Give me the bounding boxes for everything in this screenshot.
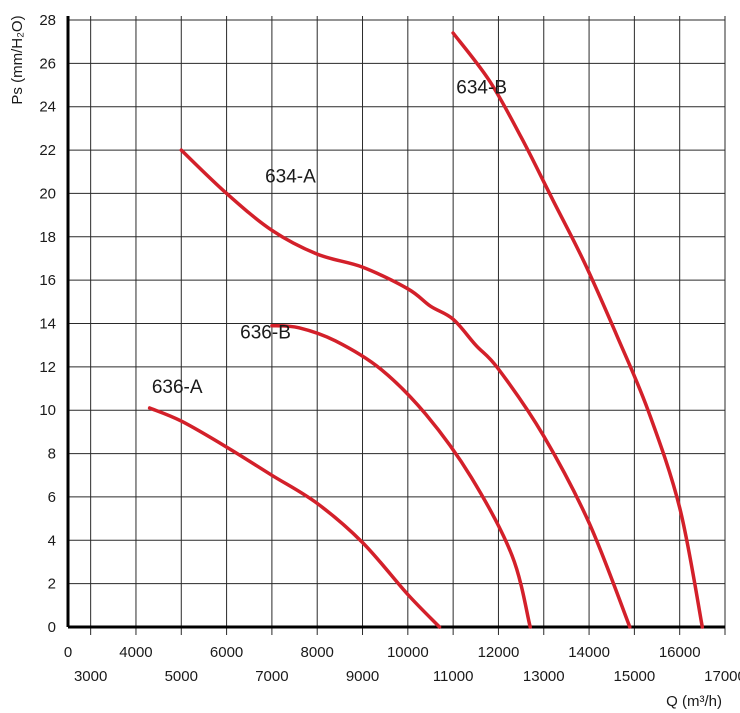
curve-label-636-b: 636-B [240,323,291,344]
x-tick-label-upper: 8000 [301,644,334,661]
x-tick-label-upper: 14000 [568,644,610,661]
y-tick-label: 6 [48,489,56,506]
y-tick-label: 18 [39,229,56,246]
y-tick-label: 24 [39,99,56,116]
y-tick-label: 22 [39,142,56,159]
grid [68,16,726,635]
x-tick-label-lower: 3000 [74,668,107,685]
x-tick-labels: 0 4000 6000 8000 10000 12000 14000 16000 3000 500… [64,644,740,685]
curve-634-b [451,31,705,629]
x-tick-label-upper: 0 [64,644,72,661]
y-tick-label: 16 [39,272,56,289]
y-axis-title: Ps (mm/H₂O) [9,15,26,104]
axes [66,16,725,629]
y-tick-label: 10 [39,402,56,419]
curve-636-a [147,406,442,629]
x-tick-label-lower: 5000 [165,668,198,685]
x-tick-label-lower: 9000 [346,668,379,685]
x-tick-label-upper: 16000 [659,644,701,661]
x-tick-label-upper: 12000 [478,644,520,661]
curve-label-634-b: 634-B [456,78,507,99]
curve-634-a [179,148,632,629]
curve-label-634-a: 634-A [265,167,316,188]
x-tick-label-upper: 6000 [210,644,243,661]
x-tick-label-upper: 10000 [387,644,429,661]
x-tick-label-lower: 7000 [255,668,288,685]
y-tick-label: 20 [39,185,56,202]
x-tick-label-lower: 11000 [433,668,474,685]
y-tick-label: 2 [48,576,56,593]
y-tick-label: 12 [39,359,56,376]
x-tick-label-lower: 17000 [704,668,740,685]
y-tick-label: 0 [48,619,56,636]
y-tick-label: 14 [39,316,56,333]
y-tick-label: 4 [48,532,56,549]
x-tick-label-upper: 4000 [119,644,152,661]
curve-labels: 634-B 634-A 636-B 636-A [152,78,507,398]
y-tick-label: 8 [48,446,56,463]
x-tick-label-lower: 15000 [614,668,656,685]
y-tick-label: 28 [39,12,56,29]
curve-636-b [270,323,532,629]
y-tick-label: 26 [39,55,56,72]
x-tick-label-lower: 13000 [523,668,565,685]
x-axis-title: Q (m³/h) [666,693,722,710]
series-curves [147,31,705,629]
curve-label-636-a: 636-A [152,377,203,398]
